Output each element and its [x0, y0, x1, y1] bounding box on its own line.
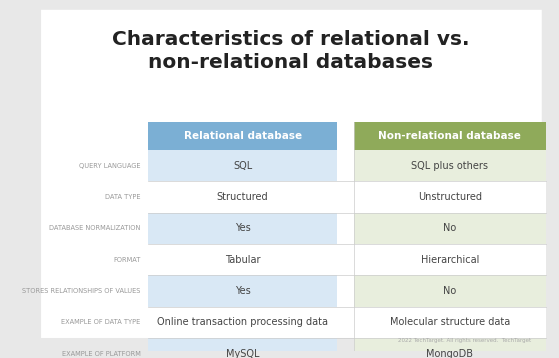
Text: QUERY LANGUAGE: QUERY LANGUAGE — [79, 163, 141, 169]
Bar — [148, 338, 337, 358]
Bar — [354, 244, 546, 275]
Bar — [148, 244, 337, 275]
Bar — [354, 150, 546, 181]
Text: EXAMPLE OF DATA TYPE: EXAMPLE OF DATA TYPE — [61, 319, 141, 325]
Bar — [148, 213, 337, 244]
Bar — [354, 338, 546, 358]
Bar — [148, 275, 337, 306]
Text: Yes: Yes — [235, 223, 250, 233]
Bar — [148, 122, 337, 150]
Bar — [354, 306, 546, 338]
Text: MySQL: MySQL — [226, 349, 259, 358]
Text: Yes: Yes — [235, 286, 250, 296]
Text: Tabular: Tabular — [225, 255, 260, 265]
Text: Hierarchical: Hierarchical — [421, 255, 479, 265]
Bar — [354, 181, 546, 213]
Bar — [354, 122, 546, 150]
Text: Characteristics of relational vs.
non-relational databases: Characteristics of relational vs. non-re… — [112, 30, 470, 72]
Text: SQL plus others: SQL plus others — [411, 160, 489, 170]
Text: Online transaction processing data: Online transaction processing data — [157, 317, 328, 327]
Text: Structured: Structured — [217, 192, 268, 202]
Text: No: No — [443, 286, 457, 296]
Text: 2022 TechTarget. All rights reserved.  TechTarget: 2022 TechTarget. All rights reserved. Te… — [398, 338, 531, 343]
Bar — [354, 275, 546, 306]
Text: Molecular structure data: Molecular structure data — [390, 317, 510, 327]
Bar — [148, 150, 337, 181]
Text: STORES RELATIONSHIPS OF VALUES: STORES RELATIONSHIPS OF VALUES — [22, 288, 141, 294]
Bar — [354, 213, 546, 244]
Text: DATA TYPE: DATA TYPE — [105, 194, 141, 200]
Text: Non-relational database: Non-relational database — [378, 131, 522, 141]
FancyBboxPatch shape — [41, 10, 542, 338]
Text: MongoDB: MongoDB — [427, 349, 473, 358]
Text: FORMAT: FORMAT — [113, 257, 141, 262]
Bar — [148, 306, 337, 338]
Text: Unstructured: Unstructured — [418, 192, 482, 202]
Text: No: No — [443, 223, 457, 233]
Bar — [148, 181, 337, 213]
Text: Relational database: Relational database — [183, 131, 302, 141]
Text: EXAMPLE OF PLATFORM: EXAMPLE OF PLATFORM — [61, 350, 141, 357]
Text: DATABASE NORMALIZATION: DATABASE NORMALIZATION — [49, 225, 141, 231]
Text: SQL: SQL — [233, 160, 252, 170]
